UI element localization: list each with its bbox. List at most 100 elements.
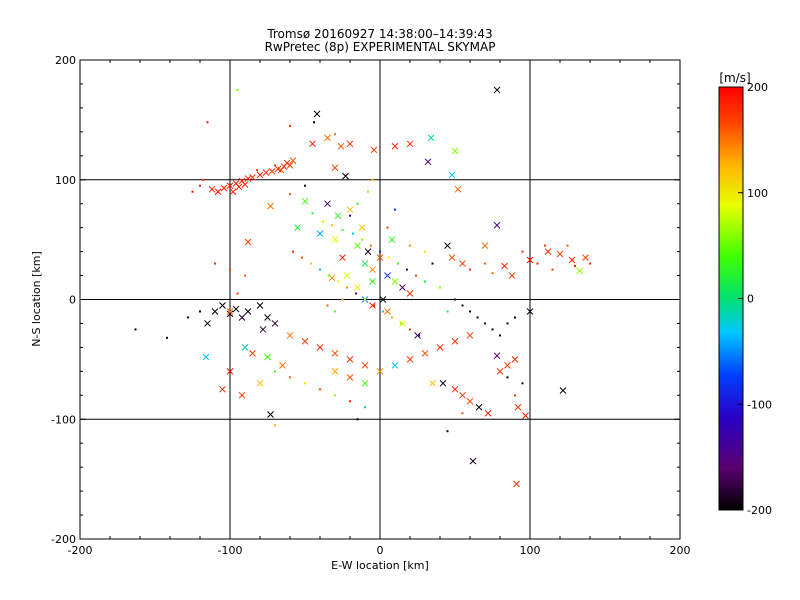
data-point-dot xyxy=(394,208,396,211)
data-point-cross xyxy=(448,254,456,261)
data-point-cross xyxy=(370,146,378,154)
data-point-cross xyxy=(469,457,477,465)
data-point-dot xyxy=(491,328,494,331)
data-point-cross xyxy=(331,236,339,243)
data-point-cross xyxy=(316,230,324,237)
data-point-cross xyxy=(448,171,456,179)
data-point-cross xyxy=(391,362,399,369)
data-point-dot xyxy=(341,298,344,301)
data-point-dot xyxy=(566,244,569,247)
data-point-cross xyxy=(451,338,459,345)
data-point-cross xyxy=(421,350,429,357)
data-point-dot xyxy=(352,232,354,235)
data-point-dot xyxy=(446,310,449,313)
data-point-dot xyxy=(355,292,357,295)
data-point-cross xyxy=(436,344,444,351)
data-point-cross xyxy=(249,174,256,181)
data-point-cross xyxy=(226,308,234,315)
data-point-cross xyxy=(369,278,376,285)
data-point-dot xyxy=(461,412,464,415)
data-point-dot xyxy=(574,264,576,267)
data-point-dot xyxy=(409,328,411,331)
data-point-dot xyxy=(409,244,411,247)
data-point-cross xyxy=(399,284,406,291)
data-point-cross xyxy=(214,188,222,196)
x-axis-ticks: -200 -100 0 100 200 xyxy=(68,60,691,557)
data-point-cross xyxy=(268,168,276,175)
data-point-cross xyxy=(379,296,387,303)
data-point-cross xyxy=(406,290,414,297)
data-point-cross xyxy=(334,212,342,220)
data-point-dot xyxy=(484,262,486,265)
data-point-cross xyxy=(391,278,399,285)
data-point-cross xyxy=(384,308,391,315)
data-point-cross xyxy=(316,344,324,351)
data-point-dot xyxy=(446,430,449,433)
data-point-dot xyxy=(415,274,417,277)
data-point-cross xyxy=(361,260,369,267)
data-point-cross xyxy=(361,379,369,387)
data-point-dot xyxy=(301,256,303,259)
data-point-dot xyxy=(349,400,351,403)
data-point-dot xyxy=(397,262,399,265)
data-point-dot xyxy=(521,250,524,253)
data-point-dot xyxy=(346,286,348,289)
data-point-dot xyxy=(337,280,339,283)
data-point-cross xyxy=(526,308,534,315)
data-point-cross xyxy=(424,158,432,166)
data-point-cross xyxy=(496,367,504,375)
data-point-cross xyxy=(256,302,264,309)
data-points xyxy=(134,86,591,488)
data-point-dot xyxy=(334,394,336,397)
data-point-dot xyxy=(349,214,351,217)
data-point-cross xyxy=(220,184,228,192)
data-point-cross xyxy=(259,326,267,333)
data-point-cross xyxy=(309,140,316,148)
data-point-dot xyxy=(454,298,456,301)
data-point-dot xyxy=(386,226,389,229)
data-point-dot xyxy=(551,268,554,271)
grid-lines xyxy=(80,60,680,539)
data-point-dot xyxy=(424,280,426,283)
data-point-cross xyxy=(294,224,301,232)
data-point-cross xyxy=(501,262,508,270)
colorbar-label: [m/s] xyxy=(719,71,750,85)
x-axis-label: E-W location [km] xyxy=(331,559,429,572)
data-point-cross xyxy=(466,332,474,339)
data-point-cross xyxy=(559,387,567,394)
data-point-dot xyxy=(199,184,201,187)
data-point-cross xyxy=(544,248,552,255)
data-point-dot xyxy=(391,316,393,319)
data-point-dot xyxy=(379,250,381,253)
data-point-cross xyxy=(267,202,274,210)
data-point-cross xyxy=(513,480,520,488)
data-point-cross xyxy=(271,320,279,327)
data-point-dot xyxy=(310,262,312,265)
data-point-cross xyxy=(262,169,270,176)
data-point-cross xyxy=(369,302,376,309)
data-point-cross xyxy=(354,284,361,291)
data-point-dot xyxy=(544,244,546,247)
data-point-dot xyxy=(326,304,329,307)
data-point-dot xyxy=(476,316,479,319)
data-point-cross xyxy=(256,379,264,387)
data-point-dot xyxy=(536,262,539,265)
data-point-dot xyxy=(521,382,524,385)
data-point-cross xyxy=(429,379,436,387)
data-point-dot xyxy=(311,212,314,215)
data-point-cross xyxy=(286,332,294,339)
data-point-dot xyxy=(356,418,359,421)
colorbar-tick-label: -100 xyxy=(747,398,772,411)
y-tick-label: -100 xyxy=(51,413,76,426)
data-point-cross xyxy=(439,379,447,387)
data-point-cross xyxy=(244,308,252,315)
x-tick-label: 200 xyxy=(670,544,691,557)
data-point-dot xyxy=(356,202,359,205)
data-point-dot xyxy=(313,121,315,124)
data-point-cross xyxy=(346,373,354,381)
data-point-dot xyxy=(191,190,194,193)
data-point-dot xyxy=(514,394,516,397)
data-point-cross xyxy=(508,272,516,279)
data-point-dot xyxy=(424,250,426,253)
data-point-dot xyxy=(244,274,246,277)
